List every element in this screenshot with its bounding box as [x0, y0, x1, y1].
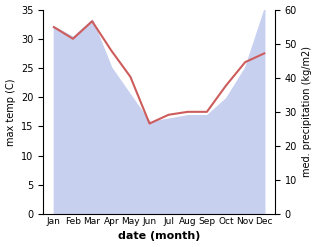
- Y-axis label: med. precipitation (kg/m2): med. precipitation (kg/m2): [302, 46, 313, 177]
- X-axis label: date (month): date (month): [118, 231, 200, 242]
- Y-axis label: max temp (C): max temp (C): [5, 78, 16, 145]
